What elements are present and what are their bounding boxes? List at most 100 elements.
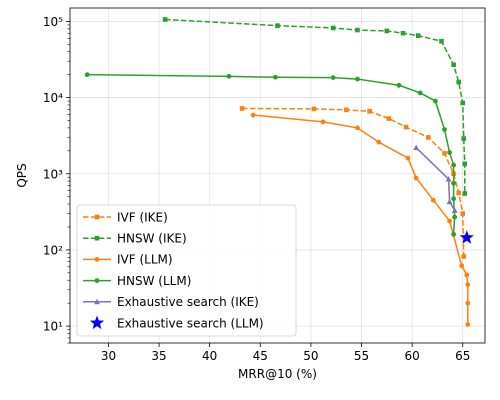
data-point-ivf-ike xyxy=(403,124,409,130)
data-point-ivf-ike xyxy=(426,135,431,140)
data-point-ivf-llm xyxy=(465,300,471,306)
data-point-exhaustive-search-ike xyxy=(451,207,458,213)
legend-item-hnsw-llm: HNSW (LLM) xyxy=(83,274,191,288)
data-point-ivf-llm xyxy=(459,263,465,269)
data-point-hnsw-ike xyxy=(451,62,456,68)
data-point-ivf-ike xyxy=(344,107,349,113)
legend-label: HNSW (IKE) xyxy=(117,232,187,246)
x-tick-label: 45 xyxy=(253,349,268,363)
data-point-hnsw-ike xyxy=(462,161,468,167)
data-point-hnsw-ike xyxy=(456,79,461,85)
x-tick-label: 50 xyxy=(303,349,318,363)
data-point-hnsw-llm xyxy=(447,150,452,155)
series-line-exhaustive-search-ike xyxy=(415,147,456,211)
series-exhaustive-search-ike xyxy=(413,144,458,213)
data-point-hnsw-llm xyxy=(226,73,232,79)
legend-marker xyxy=(94,235,100,241)
y-tick-label: 10⁵ xyxy=(43,15,63,29)
data-point-hnsw-llm xyxy=(417,90,423,96)
data-point-ivf-llm xyxy=(355,125,360,131)
legend-item-exhaustive-search-ike: Exhaustive search (IKE) xyxy=(83,295,259,309)
series-line-hnsw-ike xyxy=(165,18,466,194)
axes-frame xyxy=(69,7,486,344)
data-point-exhaustive-search-ike xyxy=(445,176,452,182)
data-point-hnsw-llm xyxy=(273,74,278,80)
data-point-ivf-ike xyxy=(239,106,245,111)
legend-label: Exhaustive search (LLM) xyxy=(117,316,264,330)
legend-item-hnsw-ike: HNSW (IKE) xyxy=(83,232,187,246)
x-axis-label: MRR@10 (%) xyxy=(238,367,317,381)
series-line-ivf-ike xyxy=(242,107,465,257)
x-tick-label: 65 xyxy=(455,349,470,363)
plot-area xyxy=(84,17,474,327)
data-point-ivf-llm xyxy=(465,322,471,327)
data-point-ivf-llm xyxy=(464,272,470,278)
legend-label: IVF (LLM) xyxy=(117,253,173,267)
data-point-hnsw-llm xyxy=(355,76,360,82)
y-tick-label: 10² xyxy=(43,243,63,257)
data-point-hnsw-ike xyxy=(384,28,390,34)
data-point-hnsw-llm xyxy=(451,196,457,202)
data-point-hnsw-llm xyxy=(451,180,457,186)
x-tick-label: 30 xyxy=(101,349,116,363)
data-point-hnsw-ike xyxy=(415,33,421,38)
legend-marker xyxy=(94,298,100,305)
data-point-ivf-ike xyxy=(386,116,392,121)
data-point-ivf-llm xyxy=(430,197,436,203)
y-axis-ticks: 10¹ 10² 10³ 10⁴ 10⁵ xyxy=(43,15,70,344)
legend-item-ivf-llm: IVF (LLM) xyxy=(83,253,173,267)
data-point-hnsw-ike xyxy=(355,27,360,33)
legend-item-exhaustive-search-llm: Exhaustive search (LLM) xyxy=(89,315,264,330)
data-point-hnsw-ike xyxy=(162,17,168,22)
series-hnsw-llm xyxy=(84,72,458,237)
data-point-ivf-ike xyxy=(456,190,461,196)
data-point-hnsw-ike xyxy=(330,25,336,31)
data-point-ivf-llm xyxy=(465,282,471,288)
data-point-hnsw-llm xyxy=(84,72,90,78)
data-point-ivf-llm xyxy=(405,155,411,161)
data-point-ivf-ike xyxy=(311,106,317,112)
legend-label: HNSW (LLM) xyxy=(117,274,191,288)
data-point-hnsw-llm xyxy=(433,98,438,104)
y-axis-label: QPS xyxy=(15,163,29,187)
data-point-exhaustive-search-llm xyxy=(459,230,474,244)
data-point-ivf-llm xyxy=(320,119,326,125)
data-point-ivf-llm xyxy=(250,112,256,118)
data-point-ivf-llm xyxy=(376,139,382,145)
x-tick-label: 60 xyxy=(404,349,419,363)
data-point-hnsw-ike xyxy=(275,23,280,28)
legend-marker xyxy=(94,278,100,283)
legend-box xyxy=(76,204,297,337)
data-point-hnsw-ike xyxy=(400,30,406,36)
data-point-ivf-llm xyxy=(447,218,452,224)
data-point-hnsw-ike xyxy=(461,136,467,141)
data-point-hnsw-ike xyxy=(439,38,444,44)
x-tick-label: 40 xyxy=(202,349,217,363)
legend-marker xyxy=(94,214,100,220)
data-point-hnsw-llm xyxy=(330,75,336,80)
data-point-hnsw-llm xyxy=(451,162,457,168)
data-point-hnsw-ike xyxy=(460,100,466,106)
series-ivf-llm xyxy=(250,112,471,327)
data-point-ivf-ike xyxy=(460,211,466,216)
legend-label: Exhaustive search (IKE) xyxy=(117,295,259,309)
y-tick-label: 10⁴ xyxy=(43,91,63,105)
data-point-ivf-llm xyxy=(413,175,419,181)
y-tick-label: 10¹ xyxy=(43,320,63,334)
x-axis-ticks: 30 35 40 45 50 55 60 65 xyxy=(101,343,470,363)
data-point-hnsw-llm xyxy=(396,82,402,88)
data-point-hnsw-llm xyxy=(452,214,458,220)
data-point-ivf-ike xyxy=(367,109,372,114)
grid-lines xyxy=(70,8,485,343)
legend-item-ivf-ike: IVF (IKE) xyxy=(83,210,168,224)
legend-marker xyxy=(94,257,100,262)
legend: IVF (IKE) HNSW (IKE) IVF (LLM) HNSW (LLM) Ex… xyxy=(76,204,297,337)
data-point-hnsw-llm xyxy=(442,127,447,132)
data-point-ivf-ike xyxy=(442,151,447,156)
data-point-hnsw-ike xyxy=(462,191,468,196)
data-point-exhaustive-search-ike xyxy=(446,198,453,205)
data-point-hnsw-llm xyxy=(451,231,457,237)
series-exhaustive-search-llm xyxy=(459,230,474,244)
series-hnsw-ike xyxy=(162,17,468,196)
